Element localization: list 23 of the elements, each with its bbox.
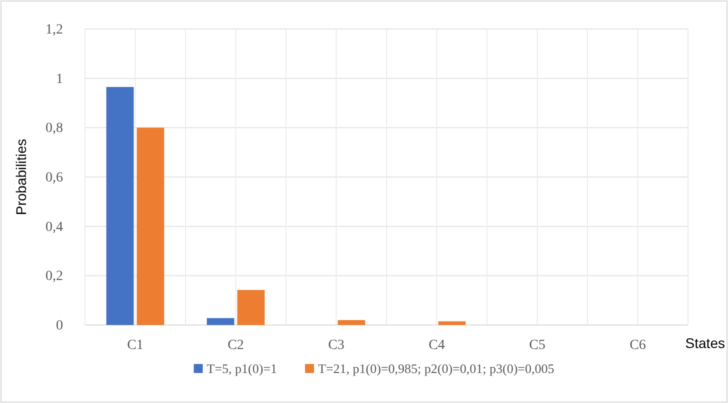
y-tick-label: 1,2 [46, 22, 63, 38]
x-tick-label: C2 [228, 338, 244, 353]
x-tick-label: C6 [630, 338, 646, 353]
y-tick-label: 0,2 [46, 269, 63, 284]
y-tick-label: 0,8 [46, 121, 63, 136]
bar [338, 320, 366, 325]
bar [206, 318, 234, 325]
y-tick-label: 0,4 [46, 220, 63, 235]
legend-label: T=5, p1(0)=1 [206, 361, 278, 376]
bar [237, 290, 265, 325]
x-axis-title: States [685, 335, 725, 351]
bar [438, 321, 466, 325]
y-tick-label: 1 [56, 72, 63, 87]
bar [136, 128, 164, 325]
y-tick-label: 0,6 [46, 170, 63, 186]
x-tick-label: C1 [127, 338, 144, 353]
legend-label: T=21, p1(0)=0,985; p2(0)=0,01; p3(0)=0,005 [318, 361, 554, 376]
x-tick-label: C4 [428, 338, 445, 353]
y-axis-title: Probabilities [13, 138, 29, 216]
x-tick-label: C3 [328, 338, 344, 353]
bar [106, 86, 134, 325]
x-tick-label: C5 [529, 338, 546, 353]
y-tick-label: 0 [56, 318, 63, 334]
